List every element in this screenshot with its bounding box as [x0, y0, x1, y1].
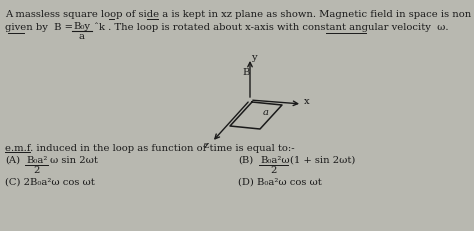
Text: 2: 2: [270, 166, 276, 175]
Text: (1 + sin 2ωt): (1 + sin 2ωt): [290, 156, 356, 165]
Text: y: y: [251, 53, 256, 62]
Text: B₀y: B₀y: [73, 22, 90, 31]
Text: a: a: [263, 108, 268, 117]
Text: A massless square loop of side a is kept in xz plane as shown. Magnetic field in: A massless square loop of side a is kept…: [5, 10, 474, 19]
Text: B₀a²: B₀a²: [26, 156, 47, 165]
Text: B: B: [242, 68, 249, 77]
Text: 2: 2: [33, 166, 39, 175]
Text: B₀a²ω: B₀a²ω: [260, 156, 290, 165]
Text: z: z: [204, 142, 209, 151]
Text: (B): (B): [238, 156, 253, 165]
Text: (C) 2B₀a²ω cos ωt: (C) 2B₀a²ω cos ωt: [5, 178, 95, 187]
Text: e.m.f. induced in the loop as function of time is equal to:-: e.m.f. induced in the loop as function o…: [5, 144, 295, 153]
Text: ω sin 2ωt: ω sin 2ωt: [50, 156, 98, 165]
Text: a: a: [79, 32, 85, 41]
Text: (A): (A): [5, 156, 20, 165]
Text: (D) B₀a²ω cos ωt: (D) B₀a²ω cos ωt: [238, 178, 322, 187]
Text: x: x: [304, 97, 310, 106]
Text: ˆk . The loop is rotated about x-axis with constant angular velocity  ω.: ˆk . The loop is rotated about x-axis wi…: [94, 23, 448, 33]
Text: given by  B =: given by B =: [5, 23, 76, 32]
